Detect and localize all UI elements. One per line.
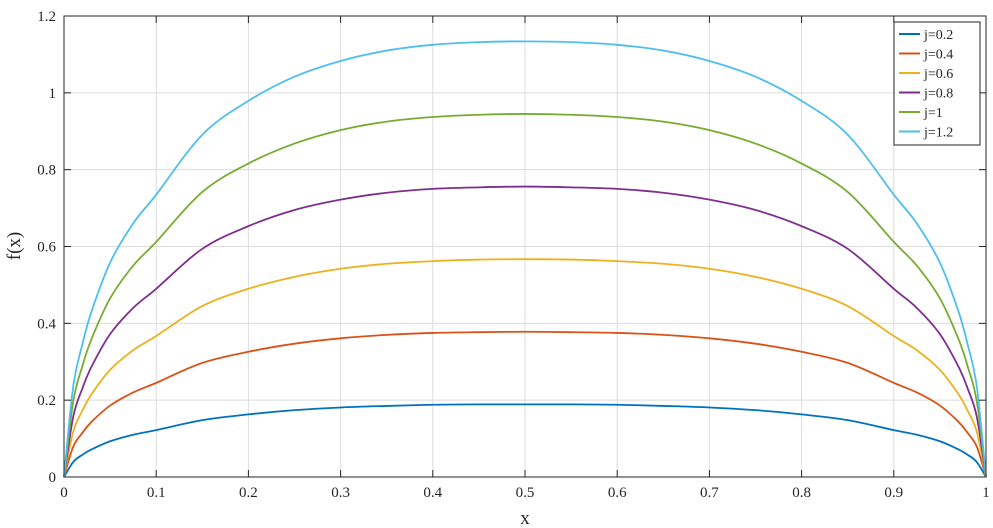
series-line (63, 403, 987, 478)
series-line (63, 40, 987, 478)
series-line (63, 258, 987, 478)
x-axis-title: x (520, 508, 530, 528)
x-tick-label: 0.9 (884, 485, 903, 501)
series-line (63, 185, 987, 478)
x-tick-label: 0.1 (147, 485, 166, 501)
series-line (63, 113, 987, 478)
legend-label: j=1.2 (923, 126, 953, 141)
x-tick-label: 0.8 (792, 485, 811, 501)
x-tick-label: 0.4 (423, 485, 442, 501)
y-tick-label: 1.2 (37, 9, 56, 25)
y-tick-label: 0.4 (37, 316, 56, 332)
x-tick-label: 0.6 (608, 485, 627, 501)
y-axis-title: f(x) (4, 232, 25, 260)
legend-label: j=1 (923, 106, 943, 121)
legend-label: j=0.6 (923, 67, 953, 82)
x-tick-label: 0.3 (331, 485, 350, 501)
series-lines (63, 40, 987, 478)
y-tick-label: 1 (49, 86, 57, 102)
x-tick-label: 0.7 (700, 485, 719, 501)
legend-box (893, 21, 981, 146)
x-tick-label: 0.2 (239, 485, 258, 501)
y-tick-label: 0.8 (37, 163, 56, 179)
legend: j=0.2 j=0.4 j=0.6 j=0.8 j=1 j=1.2 (893, 21, 981, 146)
legend-label: j=0.2 (923, 28, 953, 43)
legend-label: j=0.8 (923, 87, 953, 102)
series-line (63, 330, 987, 478)
y-tick-label: 0.6 (37, 240, 56, 256)
y-tick-label: 0.2 (37, 393, 56, 409)
x-axis: 0 0.1 0.2 0.3 0.4 0.5 0.6 0.7 0.8 0.9 1 (60, 16, 990, 501)
y-axis: 0 0.2 0.4 0.6 0.8 1 1.2 (37, 9, 986, 486)
x-tick-label: 0 (60, 485, 68, 501)
y-tick-label: 0 (49, 470, 57, 486)
x-tick-label: 0.5 (516, 485, 535, 501)
x-tick-label: 1 (982, 485, 990, 501)
legend-label: j=0.4 (923, 48, 953, 63)
